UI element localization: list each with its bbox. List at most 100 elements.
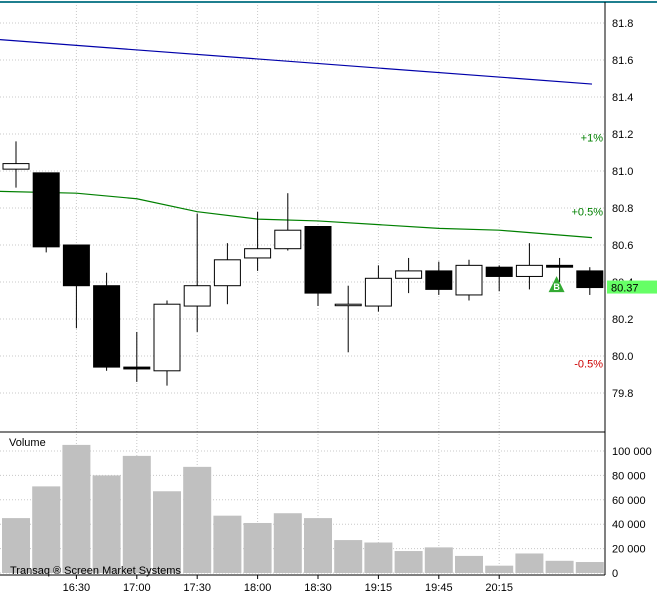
candle (213, 243, 241, 305)
candle (32, 172, 60, 253)
candle-body (395, 270, 423, 279)
time-tick-label: 18:00 (244, 582, 272, 594)
time-axis: 16:30 17:00 17:30 18:00 18:30 19:15 19:45 20:15 (63, 575, 513, 594)
price-grid (0, 2, 605, 575)
candle-body (244, 248, 272, 259)
volume-bar (545, 560, 574, 573)
volume-panel: 100 000 80 000 60 000 40 000 20 000 0 (0, 444, 652, 580)
volume-bar (424, 547, 453, 573)
price-tick-label: 81.8 (612, 18, 633, 30)
candle-body (425, 270, 453, 290)
volume-bar (92, 475, 121, 573)
volume-bar (575, 562, 604, 573)
price-panel: 81.881.681.481.281.080.880.680.480.280.0… (0, 2, 657, 575)
candle-body (183, 285, 211, 307)
time-tick-label: 19:45 (425, 582, 453, 594)
volume-bar (243, 522, 272, 573)
volume-axis: 100 000 80 000 60 000 40 000 20 000 0 (612, 446, 652, 580)
time-tick-label: 19:15 (365, 582, 393, 594)
candle-body (334, 303, 362, 307)
candle-body (32, 172, 60, 248)
percent-labels: +1% +0.5% -0.5% (572, 133, 604, 371)
time-tick-label: 17:00 (123, 582, 151, 594)
price-tick-label: 80.2 (612, 314, 633, 326)
candle-body (515, 264, 543, 277)
volume-bar (273, 513, 302, 573)
candle (244, 211, 272, 271)
volume-bar (455, 555, 483, 573)
candle (274, 193, 302, 251)
candle (425, 261, 453, 295)
time-tick-label: 16:30 (63, 582, 91, 594)
price-axis: 81.881.681.481.281.080.880.680.480.280.0… (612, 18, 633, 400)
volume-bar (334, 540, 363, 573)
candle-body (364, 277, 392, 307)
price-tick-label: 80.8 (612, 203, 633, 215)
volume-tick-label: 60 000 (612, 495, 646, 507)
candle (2, 141, 30, 188)
candle-body (485, 266, 513, 277)
candle-body (576, 270, 604, 289)
moving-averages (0, 39, 593, 239)
candle (93, 272, 121, 371)
volume-title: Volume (9, 437, 46, 449)
percent-label: -0.5% (574, 358, 603, 370)
candle-body (304, 226, 332, 294)
volume-tick-label: 40 000 (612, 519, 646, 531)
watermark: Transaq ® Screen Market Systems (10, 565, 181, 577)
volume-bar (485, 565, 514, 573)
volume-bar (394, 551, 423, 573)
chart-frame (0, 1, 657, 576)
percent-label: +1% (581, 133, 604, 145)
candle (364, 265, 392, 312)
candle-body (93, 285, 121, 368)
price-tick-label: 80.0 (612, 351, 633, 363)
volume-bar (304, 518, 332, 573)
price-tick-label: 81.4 (612, 92, 633, 104)
volume-bar (153, 491, 181, 573)
last-price-label: 80.37 (611, 283, 639, 295)
buy-marker-label: B (553, 282, 560, 292)
volume-bars (2, 444, 604, 573)
candle (153, 300, 181, 386)
volume-grid (0, 450, 605, 574)
volume-tick-label: 100 000 (612, 446, 652, 458)
candle (123, 331, 151, 382)
time-tick-label: 17:30 (183, 582, 211, 594)
candle (515, 243, 543, 290)
candle (546, 257, 574, 282)
price-tick-label: 81.6 (612, 55, 633, 67)
volume-bar (364, 542, 393, 573)
volume-bar (122, 455, 151, 573)
candle (334, 285, 362, 353)
candle (576, 267, 604, 295)
candle (62, 244, 90, 329)
last-price-badge (607, 280, 657, 294)
volume-bar (2, 518, 30, 573)
volume-bar (213, 515, 242, 573)
candle-body (62, 244, 90, 287)
volume-tick-label: 20 000 (612, 544, 646, 556)
candle-body (123, 366, 151, 370)
volume-tick-label: 80 000 (612, 470, 646, 482)
time-tick-label: 18:30 (304, 582, 332, 594)
candle (304, 226, 332, 307)
candles (2, 141, 604, 386)
price-tick-label: 81.0 (612, 166, 633, 178)
candle-body (455, 264, 483, 296)
price-tick-label: 81.2 (612, 129, 633, 141)
percent-label: +0.5% (572, 207, 604, 219)
candle-body (546, 264, 574, 268)
candle (183, 213, 211, 332)
candle (395, 257, 423, 294)
candle (455, 259, 483, 301)
candle-body (2, 163, 30, 170)
volume-tick-label: 0 (612, 568, 618, 580)
volume-bar (183, 466, 212, 573)
moving-average-line (0, 39, 593, 85)
time-tick-label: 20:15 (485, 582, 513, 594)
buy-marker-icon (548, 276, 565, 293)
candle (485, 265, 513, 292)
volume-bar (32, 486, 61, 573)
